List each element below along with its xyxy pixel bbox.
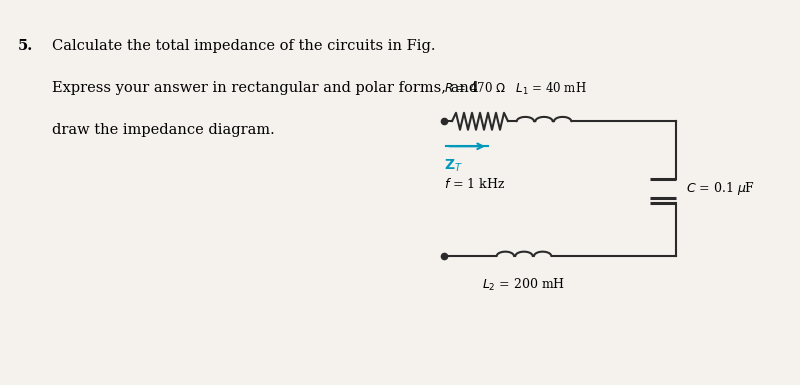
Text: $f$ = 1 kHz: $f$ = 1 kHz bbox=[444, 177, 506, 191]
Text: Express your answer in rectangular and polar forms, and: Express your answer in rectangular and p… bbox=[52, 81, 478, 95]
Text: Calculate the total impedance of the circuits in Fig.: Calculate the total impedance of the cir… bbox=[52, 38, 435, 52]
Text: $R$ = 470 $\Omega$   $L_1$ = 40 mH: $R$ = 470 $\Omega$ $L_1$ = 40 mH bbox=[444, 80, 586, 97]
Text: draw the impedance diagram.: draw the impedance diagram. bbox=[52, 123, 274, 137]
Text: $\mathbf{Z}_T$: $\mathbf{Z}_T$ bbox=[444, 158, 462, 174]
Text: $C$ = 0.1 $\mu$F: $C$ = 0.1 $\mu$F bbox=[686, 180, 754, 197]
Text: 5.: 5. bbox=[18, 38, 33, 52]
Text: $L_2$ = 200 mH: $L_2$ = 200 mH bbox=[482, 277, 566, 293]
